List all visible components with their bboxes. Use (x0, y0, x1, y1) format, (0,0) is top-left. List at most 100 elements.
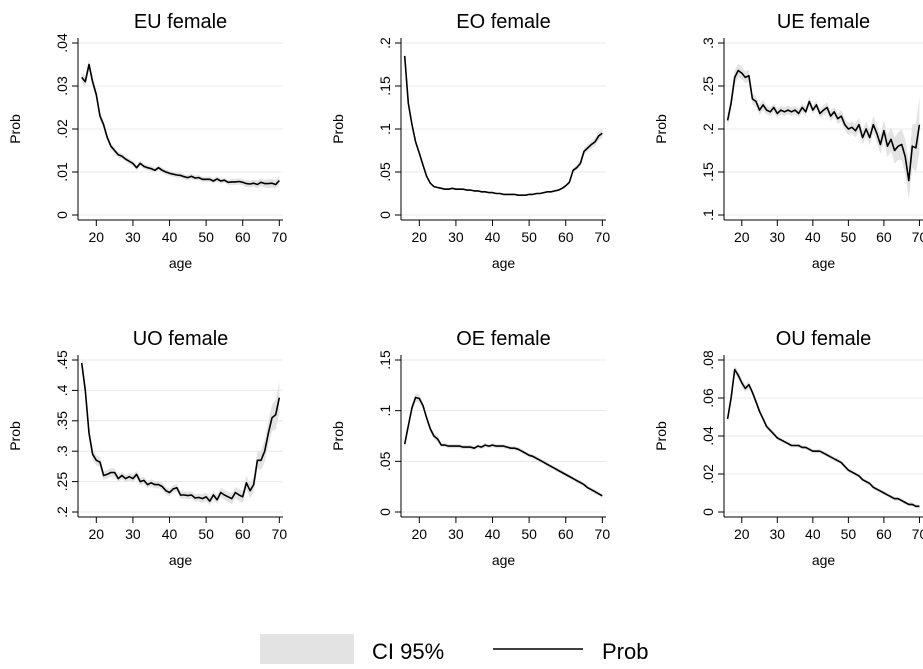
y-tick-label: .35 (54, 411, 70, 431)
x-tick-label: 30 (125, 526, 141, 542)
x-tick-label: 70 (912, 229, 923, 245)
x-tick-label: 50 (198, 526, 214, 542)
x-tick-label: 40 (805, 526, 821, 542)
y-tick-label: .15 (377, 76, 393, 96)
y-tick-label: .2 (377, 37, 393, 49)
x-tick-label: 50 (198, 229, 214, 245)
x-axis-label: age (492, 255, 516, 271)
prob-line (726, 368, 920, 508)
ci-band (727, 365, 920, 509)
y-tick-label: .1 (700, 209, 716, 221)
panel-3: UE female .1 .15 .2 .25 .3 20 30 40 50 60 70 age Prob (653, 11, 923, 271)
legend-ci-swatch (260, 634, 354, 664)
y-tick-label: 0 (700, 508, 716, 516)
y-tick-label: .04 (54, 33, 70, 53)
y-tick-label: .25 (54, 472, 70, 492)
x-tick-label: 40 (485, 229, 501, 245)
y-axis-label: Prob (7, 114, 23, 144)
panel-1: EU female 0 .01 .02 .03 .04 20 30 40 50 60 70 age Pro… (7, 11, 287, 271)
x-axis-label: age (169, 255, 193, 271)
y-tick-label: .01 (54, 162, 70, 182)
y-tick-label: .3 (54, 445, 70, 457)
panel-5: OE female 0 .05 .1 .15 20 30 40 50 60 70 age Prob (330, 328, 610, 568)
ci-band (81, 59, 280, 189)
x-tick-label: 20 (412, 526, 428, 542)
y-tick-label: 0 (377, 508, 393, 516)
y-axis-label: Prob (653, 114, 669, 144)
x-tick-label: 60 (235, 229, 251, 245)
x-tick-label: 20 (734, 229, 750, 245)
x-tick-label: 60 (558, 229, 574, 245)
x-tick-label: 60 (876, 526, 892, 542)
y-tick-label: .03 (54, 76, 70, 96)
x-tick-label: 70 (595, 229, 611, 245)
x-tick-label: 20 (734, 526, 750, 542)
x-tick-label: 70 (595, 526, 611, 542)
x-axis-label: age (812, 255, 836, 271)
y-tick-label: .1 (377, 405, 393, 417)
x-tick-label: 60 (558, 526, 574, 542)
y-axis-label: Prob (330, 421, 346, 451)
y-axis-label: Prob (330, 114, 346, 144)
x-tick-label: 30 (125, 229, 141, 245)
panel-6: OU female 0 .02 .04 .06 .08 20 30 40 50 60 70 age Pro… (653, 328, 923, 568)
panel-title: OU female (776, 328, 872, 350)
y-tick-label: .1 (377, 123, 393, 135)
panels: EU female 0 .01 .02 .03 .04 20 30 40 50 60 70 age Pro… (7, 11, 923, 568)
prob-line (80, 362, 281, 502)
y-tick-label: .2 (700, 123, 716, 135)
y-axis-label: Prob (7, 421, 23, 451)
x-tick-label: 40 (162, 526, 178, 542)
y-tick-label: .45 (54, 350, 70, 370)
y-tick-label: .25 (700, 76, 716, 96)
x-tick-label: 30 (770, 229, 786, 245)
y-tick-label: .04 (700, 426, 716, 446)
x-tick-label: 60 (876, 229, 892, 245)
x-tick-label: 30 (448, 229, 464, 245)
y-tick-label: .15 (377, 350, 393, 370)
panel-title: UO female (133, 328, 229, 350)
x-tick-label: 50 (521, 229, 537, 245)
prob-line (403, 55, 603, 196)
x-tick-label: 20 (89, 229, 105, 245)
x-tick-label: 50 (841, 229, 857, 245)
x-tick-label: 70 (912, 526, 923, 542)
y-tick-label: .02 (54, 119, 70, 139)
panel-4: UO female .2 .25 .3 .35 .4 .45 20 30 40 50 60 70 age P… (7, 328, 287, 568)
ci-band (81, 355, 280, 506)
panel-title: OE female (456, 328, 550, 350)
panel-title: UE female (777, 11, 870, 33)
x-tick-label: 20 (89, 526, 105, 542)
y-tick-label: .08 (700, 350, 716, 370)
x-tick-label: 70 (272, 526, 288, 542)
ci-band (404, 52, 603, 197)
x-tick-label: 60 (235, 526, 251, 542)
legend: CI 95% Prob (260, 634, 648, 664)
y-tick-label: .06 (700, 388, 716, 408)
x-tick-label: 40 (805, 229, 821, 245)
panel-title: EU female (134, 11, 227, 33)
panel-title: EO female (456, 11, 550, 33)
prob-line (81, 63, 280, 186)
x-tick-label: 40 (485, 526, 501, 542)
x-tick-label: 70 (272, 229, 288, 245)
x-tick-label: 30 (770, 526, 786, 542)
x-tick-label: 50 (841, 526, 857, 542)
prob-line (726, 69, 921, 182)
x-tick-label: 50 (521, 526, 537, 542)
x-tick-label: 40 (162, 229, 178, 245)
x-tick-label: 30 (448, 526, 464, 542)
prob-line (403, 396, 603, 497)
y-tick-label: 0 (54, 211, 70, 219)
x-axis-label: age (812, 552, 836, 568)
y-tick-label: .2 (54, 506, 70, 518)
y-tick-label: .05 (377, 162, 393, 182)
y-tick-label: .4 (54, 384, 70, 396)
legend-line-label: Prob (602, 639, 648, 664)
legend-ci-label: CI 95% (372, 639, 444, 664)
ci-band (727, 63, 920, 200)
x-tick-label: 20 (412, 229, 428, 245)
y-tick-label: .15 (700, 162, 716, 182)
